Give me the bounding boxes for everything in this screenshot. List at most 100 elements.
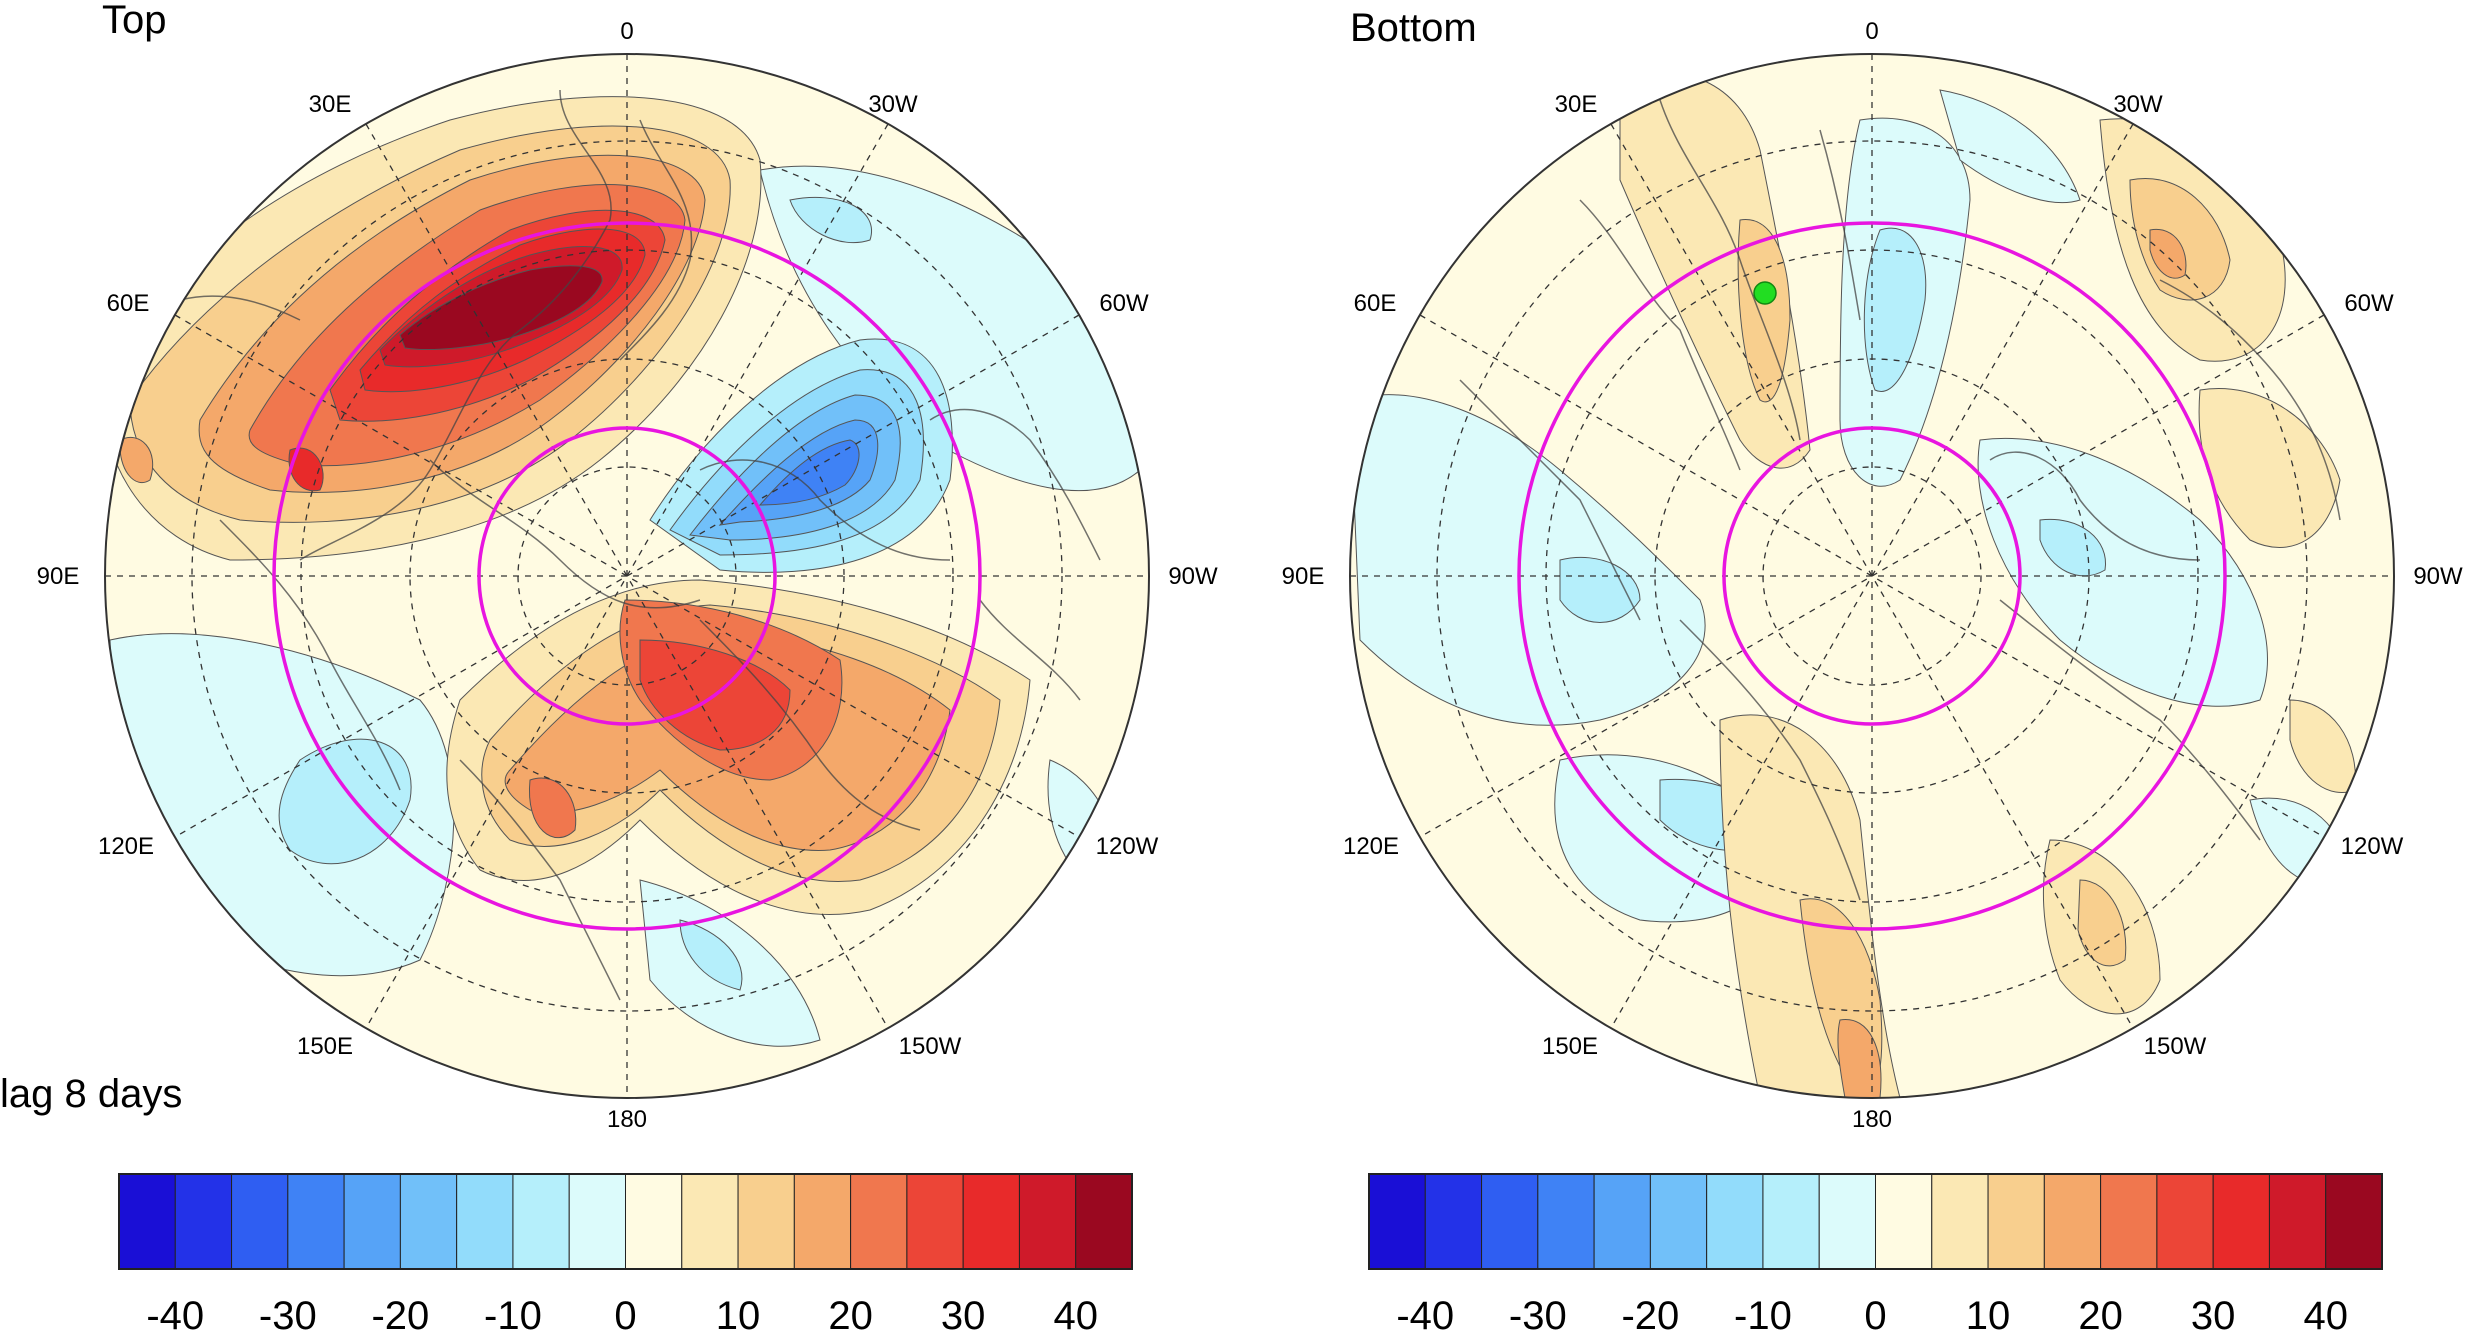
lon-label: 0 <box>620 18 633 45</box>
colorbar-tick-label: 30 <box>2191 1294 2236 1332</box>
lon-label: 60W <box>2344 290 2394 317</box>
lon-label: 180 <box>1852 1106 1892 1133</box>
colorbar-swatch <box>1593 1173 1651 1270</box>
colorbar-tick-label: -20 <box>371 1294 429 1332</box>
panel-bottom: Bottom <box>1282 6 2463 1133</box>
anomaly-positive-pacific <box>446 579 1031 915</box>
colorbar-tick-label: 30 <box>941 1294 986 1332</box>
lon-label: 60W <box>1099 290 1149 317</box>
lon-label: 150E <box>1542 1033 1598 1060</box>
map-disc-top <box>105 54 1149 1098</box>
colorbar-tick-label: -40 <box>1396 1294 1454 1332</box>
panel-top: Top <box>0 0 1218 1133</box>
lon-label: 90W <box>2413 563 2463 590</box>
colorbar-swatch <box>1649 1173 1708 1270</box>
colorbar-swatch <box>2212 1173 2270 1270</box>
colorbar-tick-label: 0 <box>614 1294 636 1332</box>
colorbar-swatch <box>1537 1173 1595 1270</box>
colorbar-tick-label: 0 <box>1864 1294 1886 1332</box>
lon-label: 90W <box>1168 563 1218 590</box>
lon-label: 90E <box>37 563 80 590</box>
map-border-bottom <box>1349 53 2395 1099</box>
colorbar-tick-label: 20 <box>2078 1294 2123 1332</box>
colorbar-swatch <box>1424 1173 1483 1270</box>
colorbar-tick-label: -40 <box>146 1294 204 1332</box>
colorbar-swatch <box>231 1173 289 1270</box>
colorbar-tick-label: -30 <box>1509 1294 1567 1332</box>
lon-label: 120E <box>1343 833 1399 860</box>
lon-labels-top: 0 30W 60W 90W 120W 150W 180 150E 120E 90… <box>37 18 1218 1133</box>
colorbar-swatch <box>1818 1173 1876 1270</box>
colorbar-tick-label: 40 <box>2303 1294 2348 1332</box>
colorbar-bottom: -40 -30 -20 -10 0 10 20 30 40 <box>1368 1173 2383 1332</box>
colorbar-swatch <box>1931 1173 1989 1270</box>
coastlines <box>1459 99 2341 901</box>
lon-label: 30E <box>1555 91 1598 118</box>
colorbar-tick-label: -30 <box>259 1294 317 1332</box>
colorbar-swatch <box>1368 1173 1426 1270</box>
colorbar-swatch <box>456 1173 514 1270</box>
anomaly-positive-weak <box>1619 72 2357 1098</box>
caption-lag: lag 8 days <box>0 1072 182 1116</box>
lon-label: 60E <box>1354 290 1397 317</box>
lon-label: 180 <box>607 1106 647 1133</box>
lon-label: 0 <box>1865 18 1878 45</box>
colorbar-outline <box>1368 1173 2383 1270</box>
lon-label: 150W <box>2144 1033 2207 1060</box>
colorbar-tick-label: -10 <box>484 1294 542 1332</box>
colorbar-swatch <box>850 1173 908 1270</box>
colorbar-swatch <box>287 1173 345 1270</box>
graticule-top <box>105 54 1149 1098</box>
region-rings-top <box>272 221 982 931</box>
colorbar-outline <box>118 1173 1133 1270</box>
colorbar-tick-label: 10 <box>1966 1294 2011 1332</box>
colorbar-tick-label: -20 <box>1621 1294 1679 1332</box>
map-border-top <box>104 53 1150 1099</box>
colorbar-tick-label: 40 <box>1053 1294 1098 1332</box>
lon-label: 60E <box>107 290 150 317</box>
colorbar-swatch <box>737 1173 795 1270</box>
map-disc-bottom <box>1350 54 2394 1098</box>
lon-label: 120E <box>98 833 154 860</box>
colorbar-swatch <box>2156 1173 2214 1270</box>
colorbar-swatch <box>2100 1173 2158 1270</box>
colorbar-swatch <box>1987 1173 2045 1270</box>
colorbar-swatch <box>625 1173 683 1270</box>
colorbar-swatch <box>1018 1173 1077 1270</box>
colorbar-tick-label: -10 <box>1734 1294 1792 1332</box>
colorbar-tick-label: 20 <box>828 1294 873 1332</box>
colorbar-swatch <box>343 1173 401 1270</box>
lon-label: 120W <box>1096 833 1159 860</box>
lon-label: 30W <box>868 91 918 118</box>
lon-label: 30E <box>309 91 352 118</box>
colorbar-swatch <box>118 1173 176 1270</box>
lon-labels-bottom: 0 30W 60W 90W 120W 150W 180 150E 120E 90… <box>1282 18 2463 1133</box>
location-marker <box>1753 281 1777 305</box>
colorbar-top: -40 -30 -20 -10 0 10 20 30 40 <box>118 1173 1133 1332</box>
panel-title-top: Top <box>102 0 167 42</box>
colorbar-swatch <box>512 1173 570 1270</box>
lon-label: 150W <box>899 1033 962 1060</box>
colorbar-tick-label: 10 <box>716 1294 761 1332</box>
colorbar-swatch <box>1481 1173 1539 1270</box>
coastlines <box>179 89 1101 1001</box>
lon-label: 120W <box>2341 833 2404 860</box>
colorbar-swatch <box>1075 1173 1133 1270</box>
colorbar-swatch <box>2268 1173 2327 1270</box>
colorbar-swatch <box>1706 1173 1764 1270</box>
colorbar-swatch <box>681 1173 739 1270</box>
colorbar-swatch <box>2325 1173 2383 1270</box>
colorbar-swatch <box>1762 1173 1820 1270</box>
colorbar-swatch <box>962 1173 1020 1270</box>
panel-title-bottom: Bottom <box>1350 6 1477 50</box>
colorbar-swatch <box>2043 1173 2102 1270</box>
colorbar-swatch <box>906 1173 964 1270</box>
anomaly-negative-mid <box>278 196 872 991</box>
colorbar-swatch <box>1875 1173 1933 1270</box>
anomaly-negative-core <box>649 338 953 573</box>
colorbar-swatch <box>793 1173 852 1270</box>
colorbar-swatch <box>568 1173 627 1270</box>
colorbar-swatch <box>399 1173 458 1270</box>
lon-label: 30W <box>2113 91 2163 118</box>
colorbar-swatch <box>174 1173 233 1270</box>
